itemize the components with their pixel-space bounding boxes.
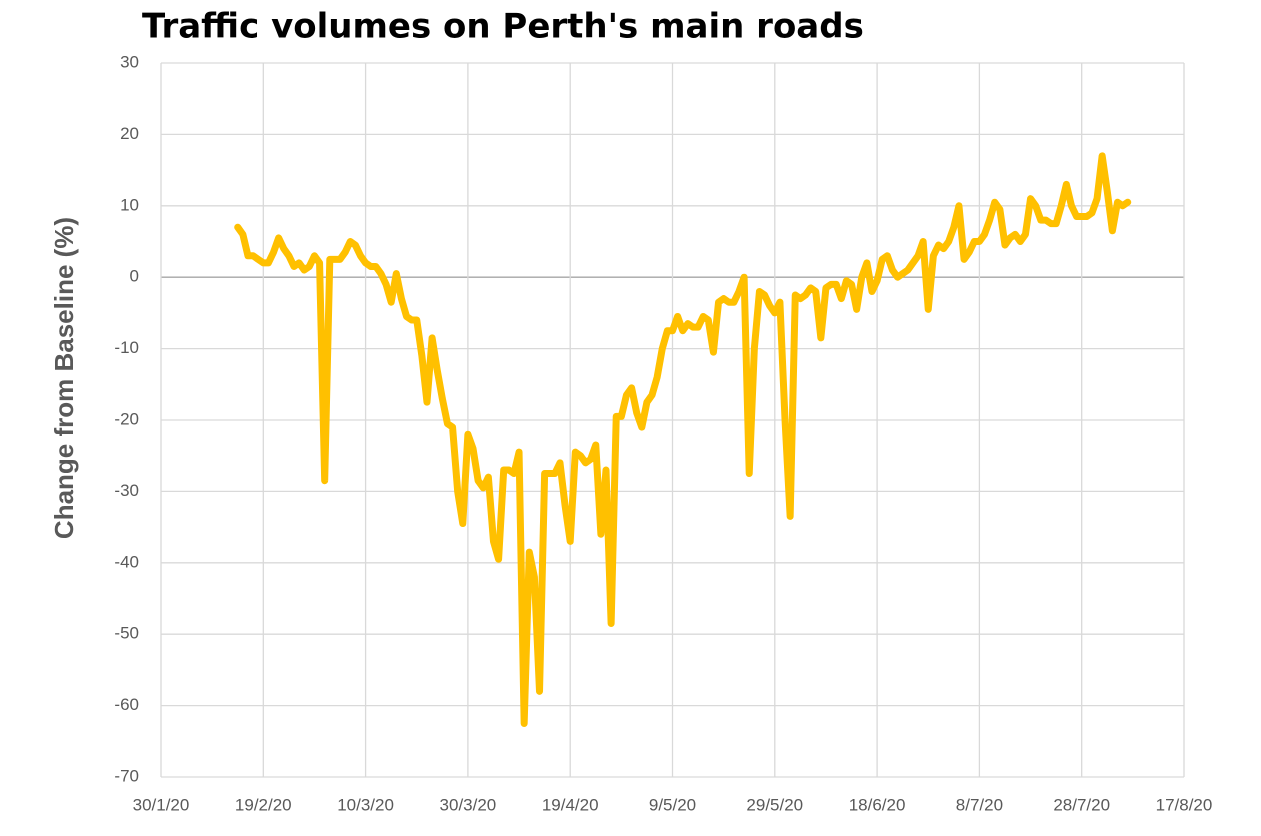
x-tick-label: 30/3/20 (440, 795, 497, 814)
x-tick-label: 19/2/20 (235, 795, 292, 814)
y-tick-label: 30 (120, 52, 139, 71)
y-tick-label: -10 (114, 338, 139, 357)
x-tick-label: 30/1/20 (133, 795, 190, 814)
y-tick-label: -20 (114, 409, 139, 428)
y-tick-label: -30 (114, 481, 139, 500)
x-tick-label: 29/5/20 (746, 795, 803, 814)
y-tick-label: 10 (120, 195, 139, 214)
x-tick-label: 28/7/20 (1053, 795, 1110, 814)
data-line (234, 152, 1132, 727)
y-tick-label: -70 (114, 766, 139, 785)
x-tick-label: 18/6/20 (849, 795, 906, 814)
x-tick-label: 10/3/20 (337, 795, 394, 814)
y-tick-label: -60 (114, 695, 139, 714)
y-tick-label: 20 (120, 124, 139, 143)
x-tick-label: 9/5/20 (649, 795, 696, 814)
y-axis-label: Change from Baseline (%) (49, 217, 79, 539)
y-tick-label: 0 (130, 267, 139, 286)
x-tick-label: 19/4/20 (542, 795, 599, 814)
x-tick-label: 8/7/20 (956, 795, 1003, 814)
y-tick-label: -50 (114, 624, 139, 643)
chart-title: Traffic volumes on Perth's main roads (142, 7, 864, 47)
x-tick-label: 17/8/20 (1156, 795, 1213, 814)
y-tick-label: -40 (114, 552, 139, 571)
